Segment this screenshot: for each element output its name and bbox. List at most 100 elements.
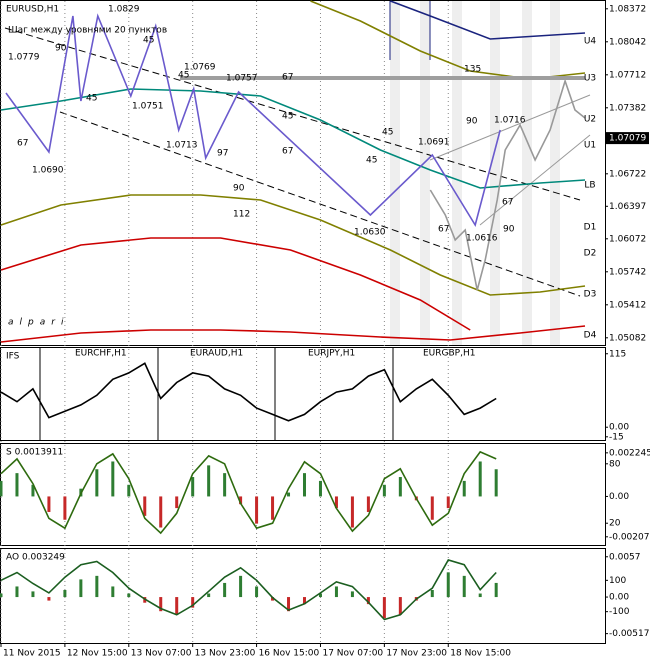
y-tick-label: 1.05082 [609,333,646,343]
price-line [5,13,501,228]
histogram-bar [494,469,498,497]
y-tick-label: 1.07712 [609,70,646,80]
y-tick-label: -100 [609,607,630,617]
histogram-bar [0,593,3,598]
annotation: 1.0616 [466,234,498,244]
y-tick-label: 1.05742 [609,267,646,277]
histogram-bar [207,593,211,598]
histogram-bar [143,496,147,516]
histogram-bar [175,597,179,615]
histogram-bar [223,582,227,598]
histogram-bar [79,579,83,598]
histogram-bar [175,496,179,509]
histogram-bar [334,586,338,598]
subtitle: Шаг между уровнями 20 пунктов [8,26,167,36]
backdrop [4,1,591,345]
histogram-bar [63,589,67,598]
histogram-bar [318,593,322,598]
x-tick-label: 18 Nov 15:00 [450,649,511,659]
pair-label: EURGBP,H1 [423,349,475,359]
y-tick-label: 0.0057 [609,552,641,562]
panel-title: AO 0.003249 [6,553,65,563]
histogram-bar [191,597,195,608]
y-tick-label: 1.05412 [609,300,646,310]
histogram-bar [398,477,402,497]
annotation: 1.0716 [494,116,526,126]
panel-title: EURUSD,H1 [6,5,59,15]
annotation: 45 [382,128,393,138]
histogram-bar [350,496,354,528]
annotation: 1.0690 [32,166,64,176]
histogram-bar [159,597,163,612]
level-label: D4 [584,331,597,341]
annotation: 90 [503,225,515,235]
histogram-bar [366,597,370,605]
histogram-bar [494,582,498,598]
histogram-bar [430,496,434,520]
annotation: 135 [464,65,481,75]
histogram-bar [334,496,338,509]
annotation: 45 [86,94,97,104]
histogram-bar [127,593,131,598]
annotation: 90 [233,184,245,194]
histogram-bar [462,480,466,497]
annotation: 67 [282,147,293,157]
pair-label: EURJPY,H1 [308,349,355,359]
histogram-bar [0,480,3,497]
x-tick-label: 17 Nov 23:00 [386,649,447,659]
annotation: 1.0751 [132,102,164,112]
x-tick-label: 16 Nov 15:00 [259,649,320,659]
y-tick-label: 80 [609,459,621,469]
histogram-bar [271,597,275,601]
y-tick-label: -0.005175 [609,629,650,639]
y-tick-label: 1.06722 [609,169,646,179]
panel-title: IFS [6,352,20,362]
annotation: 90 [55,44,67,54]
histogram-bar [271,496,275,520]
annotation: 112 [233,210,250,220]
histogram-bar [63,496,67,520]
level-label: U4 [584,37,597,47]
level-label: D3 [584,290,597,300]
histogram-bar [255,586,259,598]
histogram-bar [47,496,51,512]
histogram-bar [382,484,386,497]
panel-title: S 0.0013911 [6,448,63,458]
pair-label: EURAUD,H1 [190,349,243,359]
price-line [0,325,586,343]
level-label: LB [584,181,595,191]
price-line [0,194,586,296]
y-tick-label: 1.06072 [609,234,646,244]
histogram-bar [223,473,227,497]
y-tick-label: 115 [609,349,626,359]
price-line [390,0,586,40]
histogram-bar [350,591,354,598]
histogram-bar [239,496,243,505]
last-price-label: 1.07079 [609,134,646,144]
level-label: D2 [584,249,597,259]
histogram-bar [478,461,482,497]
histogram-bar [255,496,259,524]
histogram-bar [159,496,163,528]
histogram-bar [95,469,99,497]
annotation: 1.0769 [184,63,216,73]
y-tick-label: 1.08042 [609,37,646,47]
watermark: alpari [8,318,69,328]
histogram-bar [127,484,131,497]
price-line [310,0,586,80]
annotation: 45 [366,156,377,166]
histogram-bar [318,480,322,497]
y-tick-label: 1.08372 [609,4,646,14]
y-tick-label: 100 [609,576,626,586]
histogram-bar [446,496,450,509]
histogram-bar [95,575,99,598]
annotation: 67 [438,225,449,235]
histogram-bar [31,591,35,598]
annotation: 97 [217,149,228,159]
annotation: 1.0713 [166,141,198,151]
last-price-box [605,132,649,145]
signal-line [0,559,497,621]
y-tick-label: 0.00 [609,423,629,433]
histogram-bar [462,575,466,598]
